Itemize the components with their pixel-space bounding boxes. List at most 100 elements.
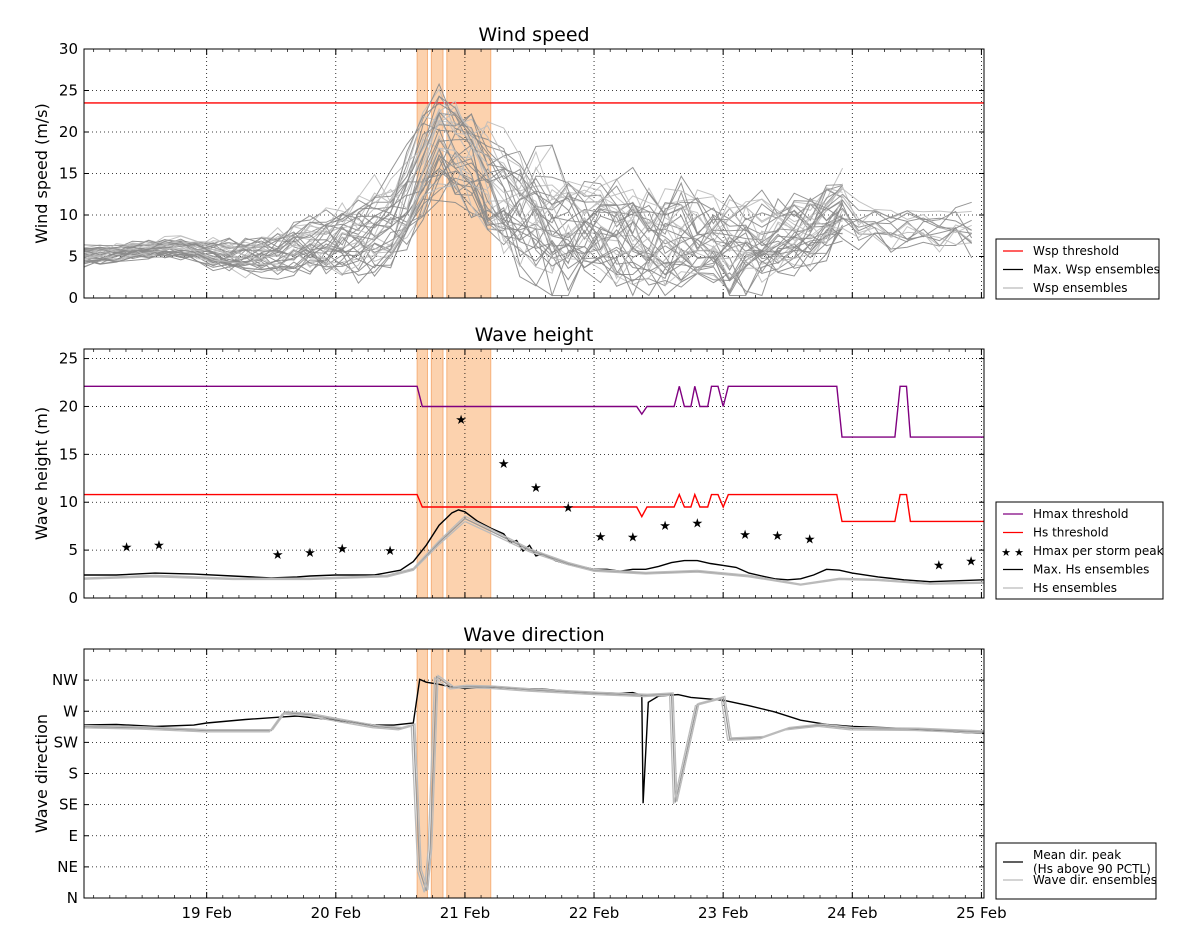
ensemble-line	[84, 147, 973, 296]
y-tick-label: 0	[68, 589, 78, 607]
series-line	[84, 678, 984, 804]
series-line	[84, 385, 984, 438]
y-tick-label: N	[67, 889, 78, 907]
ensemble-line	[84, 170, 843, 282]
legend-label: Max. Hs ensembles	[1033, 563, 1149, 577]
ensemble-line	[84, 169, 844, 297]
y-tick-label: SW	[54, 733, 79, 751]
storm-peak-marker: ★	[562, 501, 574, 516]
storm-peak-marker: ★	[739, 528, 751, 543]
storm-peak-marker: ★	[804, 533, 816, 548]
panel-title: Wave height	[475, 324, 594, 346]
ensemble-line	[84, 115, 843, 257]
legend-label: Hs threshold	[1033, 526, 1109, 540]
x-tick-label: 19 Feb	[181, 904, 231, 922]
y-tick-label: NW	[52, 671, 78, 689]
y-tick-label: 25	[59, 82, 78, 100]
series-line	[84, 492, 984, 523]
x-tick-label: 25 Feb	[956, 904, 1006, 922]
y-axis-label: Wind speed (m/s)	[32, 103, 51, 244]
ensemble-line	[84, 674, 984, 891]
series-line	[84, 509, 984, 583]
storm-peak-marker: ★	[933, 558, 945, 573]
ensemble-line	[84, 151, 973, 284]
storm-peak-marker: ★	[627, 531, 639, 546]
legend-label: Hmax per storm peak	[1033, 544, 1164, 558]
ensemble-line	[84, 147, 972, 287]
panel-3: Wave direction N NE E SE S SW W NW 19 Feb 20 Feb 21…	[32, 624, 1157, 922]
storm-peak-marker: ★	[336, 542, 348, 557]
ensemble-line	[84, 102, 972, 255]
panel-1: Wind speed 0 5 10 15 20 25 30 Wind speed (m/s) Ws…	[32, 24, 1160, 307]
x-tick-label: 21 Feb	[440, 904, 490, 922]
storm-peak-marker: ★	[965, 555, 977, 570]
legend-label: Wsp ensembles	[1033, 281, 1127, 295]
legend: Mean dir. peak(Hs above 90 PCTL)Wave dir…	[995, 842, 1157, 900]
y-tick-label: 20	[59, 123, 78, 141]
legend-label: Wsp threshold	[1033, 244, 1119, 258]
ensemble-line	[84, 112, 972, 263]
legend-star-icon: ★	[1014, 546, 1024, 559]
legend-star-icon: ★	[1001, 546, 1011, 559]
y-tick-label: 10	[59, 493, 78, 511]
legend-box	[995, 842, 1157, 900]
ensemble-line	[84, 107, 844, 259]
storm-peak-marker: ★	[455, 413, 467, 428]
y-tick-label: SE	[59, 796, 78, 814]
plot-area: ★ ★ ★ ★ ★ ★ ★ ★ ★ ★ ★ ★ ★ ★ ★ ★ ★ ★ ★	[84, 385, 984, 586]
storm-peak-marker: ★	[121, 540, 133, 555]
storm-peak-marker: ★	[659, 519, 671, 534]
legend: Hmax threshold Hs threshold ★ ★ Hmax per sto…	[995, 501, 1164, 600]
y-tick-label: 20	[59, 397, 78, 415]
plot-frame	[83, 348, 985, 599]
legend-label: Max. Wsp ensembles	[1033, 263, 1160, 277]
legend-label: (Hs above 90 PCTL)	[1033, 862, 1151, 876]
ensemble-line	[84, 198, 844, 297]
y-tick-label: W	[63, 702, 78, 720]
storm-peak-marker: ★	[772, 529, 784, 544]
ensemble-line	[84, 675, 984, 892]
plot-frame	[83, 648, 985, 899]
storm-peak-marker: ★	[498, 457, 510, 472]
storm-peak-marker: ★	[530, 481, 542, 496]
y-tick-label: E	[69, 827, 78, 845]
legend: Wsp threshold Max. Wsp ensembles Wsp ensem…	[995, 238, 1160, 300]
ensemble-line	[84, 515, 984, 585]
storm-period-band	[430, 348, 444, 599]
x-tick-label: 24 Feb	[827, 904, 877, 922]
y-tick-label: 30	[59, 40, 78, 58]
y-tick-label: 15	[59, 445, 78, 463]
y-tick-label: 0	[68, 289, 78, 307]
ensemble-line	[84, 676, 983, 893]
y-tick-label: 5	[68, 541, 78, 559]
plot-area	[84, 674, 984, 893]
ensemble-line	[84, 520, 984, 586]
storm-peak-marker: ★	[272, 548, 284, 563]
x-tick-label: 22 Feb	[569, 904, 619, 922]
storm-peak-marker: ★	[153, 538, 165, 553]
legend-label: Hs ensembles	[1033, 581, 1117, 595]
ensemble-line	[84, 95, 972, 257]
ensemble-line	[84, 138, 843, 276]
storm-peak-marker: ★	[384, 544, 396, 559]
ensemble-line	[84, 146, 972, 280]
x-tick-label: 23 Feb	[698, 904, 748, 922]
legend-label: Wave dir. ensembles	[1033, 873, 1157, 887]
plot-area	[84, 82, 984, 297]
plot-frame	[83, 48, 985, 299]
panel-title: Wave direction	[463, 624, 604, 646]
x-tick-label: 20 Feb	[311, 904, 361, 922]
ensemble-line	[84, 138, 843, 262]
y-tick-label: 5	[68, 248, 78, 266]
legend-label: Mean dir. peak	[1033, 848, 1121, 862]
y-axis-label: Wave height (m)	[32, 407, 51, 540]
legend-box	[995, 501, 1164, 600]
y-tick-label: 10	[59, 206, 78, 224]
y-tick-label: S	[68, 765, 78, 783]
legend-box	[995, 238, 1160, 300]
ensemble-line	[84, 127, 973, 271]
storm-peak-marker: ★	[304, 546, 316, 561]
storm-peak-marker: ★	[692, 516, 704, 531]
